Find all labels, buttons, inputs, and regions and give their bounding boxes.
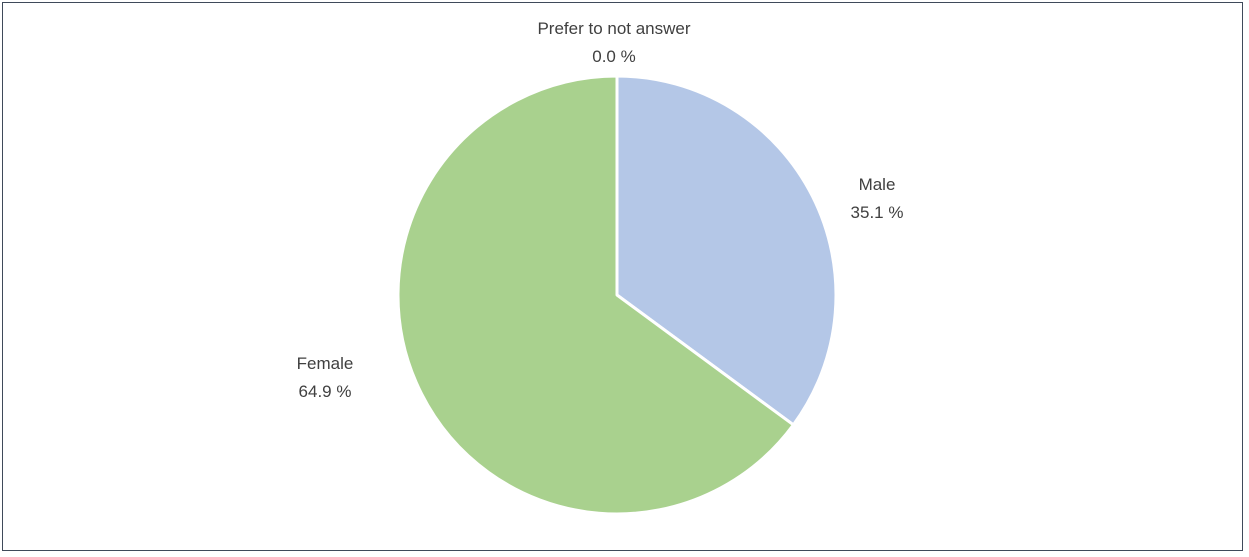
pie-slices — [396, 74, 838, 516]
slice-value-prefer-not-answer: 0.0 % — [592, 47, 635, 66]
slice-label-prefer-not-answer: Prefer to not answer — [537, 19, 690, 38]
slice-value-male: 35.1 % — [851, 203, 904, 222]
slice-label-male: Male — [859, 175, 896, 194]
slice-label-female: Female — [297, 354, 354, 373]
pie-slice-female — [396, 74, 795, 516]
slice-value-female: 64.9 % — [299, 382, 352, 401]
pie-slice-male — [615, 74, 838, 427]
pie-labels: Prefer to not answer 0.0 % Male 35.1 % F… — [297, 19, 904, 401]
